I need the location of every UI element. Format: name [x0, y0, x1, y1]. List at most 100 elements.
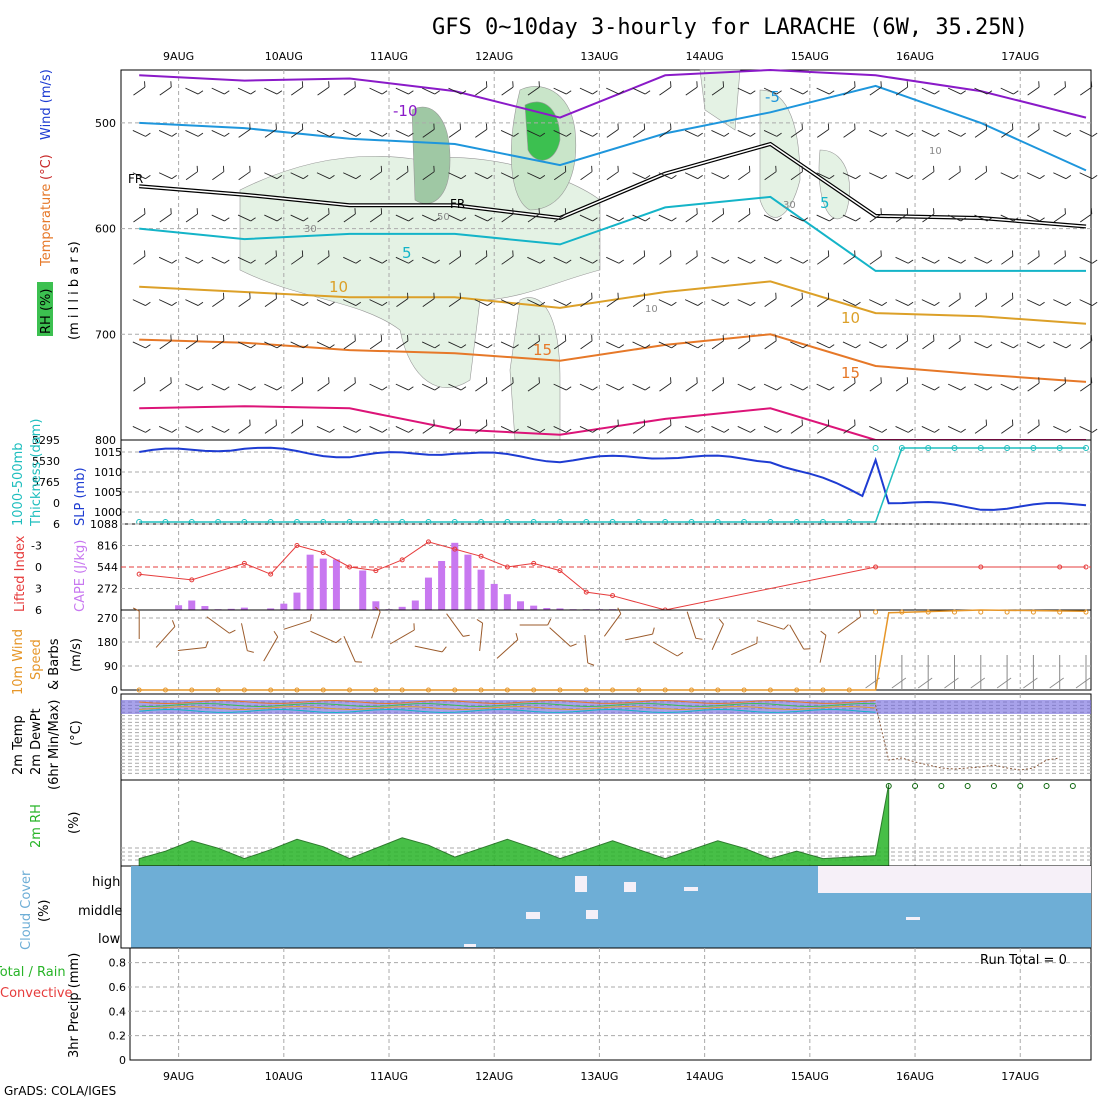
barb-shaft	[369, 171, 382, 181]
barb-flag	[776, 132, 782, 137]
barb-flag	[986, 386, 993, 391]
barb-flag	[301, 250, 304, 257]
barb-flag	[750, 428, 756, 433]
barb-flag	[1013, 175, 1019, 180]
barb-shaft	[790, 298, 803, 307]
barb	[475, 419, 488, 434]
barb-shaft	[684, 341, 699, 349]
barb-shaft	[343, 256, 357, 264]
barb-shaft	[842, 299, 856, 306]
barb-flag	[513, 132, 519, 137]
barb-flag	[934, 259, 940, 264]
barb-shaft	[790, 341, 804, 349]
barb	[922, 335, 935, 350]
barb-shaft	[554, 213, 566, 223]
barb-shaft	[606, 87, 620, 95]
barb	[895, 335, 909, 350]
thickness-line	[139, 447, 1086, 523]
barb-flag	[829, 90, 835, 95]
wind-marker	[715, 687, 721, 693]
barb-flag	[434, 217, 440, 222]
barb	[711, 208, 724, 223]
pressure-tick-500: 500	[95, 117, 116, 130]
barb-flag	[801, 123, 803, 130]
barb-flag	[854, 81, 856, 88]
barb-flag	[907, 428, 914, 433]
barb-flag	[276, 90, 283, 95]
barb-shaft	[711, 130, 725, 137]
barb	[527, 299, 546, 306]
barb-flag	[592, 132, 598, 137]
barb-flag	[986, 259, 993, 264]
barb-flag	[697, 132, 703, 137]
barb-flag	[381, 428, 388, 433]
barb-shaft	[291, 425, 303, 434]
barb-flag	[1090, 335, 1093, 341]
thickness-tick-2: 5765	[32, 476, 60, 489]
barb	[1053, 377, 1066, 392]
barb	[711, 426, 730, 433]
barb-flag	[170, 208, 172, 215]
barb-flag	[275, 419, 277, 426]
barb	[500, 172, 519, 180]
barb-flag	[408, 428, 414, 433]
barb-flag	[776, 386, 782, 391]
barb-shaft	[185, 383, 199, 391]
label-rh30: 30	[304, 224, 317, 235]
dewpoint-line	[875, 704, 1060, 771]
isotherm-15	[139, 333, 1087, 383]
wind-label-1: 10m Wind	[11, 629, 26, 695]
temp2m-label-1: 2m Temp	[11, 715, 26, 775]
barb	[974, 256, 993, 264]
barb-shaft	[185, 426, 199, 433]
barb-shaft	[133, 255, 146, 265]
barb-flag	[408, 217, 414, 222]
barb-shaft	[553, 426, 567, 433]
barb-shaft	[869, 341, 883, 349]
barb	[869, 426, 888, 433]
barb	[527, 130, 546, 137]
rh2m-marker	[990, 783, 997, 789]
wind-barb-flag	[570, 643, 577, 647]
barb-shaft	[237, 87, 251, 95]
barb-shaft	[527, 86, 540, 96]
barb	[606, 123, 619, 138]
barb	[474, 341, 493, 349]
barb	[632, 292, 646, 307]
barb-shaft	[448, 425, 461, 434]
barb	[132, 299, 151, 306]
barb-shaft	[1000, 341, 1014, 349]
barb-flag	[512, 377, 514, 384]
barb-flag	[328, 250, 330, 257]
barb-flag	[722, 335, 724, 341]
precip-tick-0: 0	[119, 1054, 126, 1067]
rh2m-ylabel: 2m RH (%)	[29, 804, 82, 848]
precip-tick-0.6: 0.6	[109, 981, 127, 994]
barb	[448, 172, 467, 180]
isotherm--10	[139, 68, 1087, 119]
barb	[1027, 81, 1040, 96]
barb	[790, 123, 803, 138]
label-neg5: -5	[765, 88, 780, 106]
barb-flag	[1013, 344, 1019, 349]
barb	[1027, 250, 1040, 265]
cape-bar	[490, 583, 498, 610]
precip-ylabel: Total / Rain Convective 3hr Precip (mm)	[0, 953, 82, 1058]
barb-shaft	[237, 383, 251, 391]
li-marker	[583, 589, 589, 595]
wind-barb	[686, 611, 703, 640]
barb-shaft	[185, 213, 198, 223]
barb-shaft	[974, 129, 987, 138]
barb-shaft	[317, 86, 330, 96]
barb-shaft	[947, 214, 962, 222]
barb	[237, 341, 256, 349]
barb-flag	[1090, 208, 1093, 215]
barb-flag	[301, 81, 304, 88]
barb	[448, 214, 467, 222]
barb-flag	[776, 90, 782, 95]
barb-shaft	[684, 426, 699, 433]
wind-marker	[688, 687, 694, 693]
barb-flag	[408, 90, 414, 95]
wind-barb-diag	[891, 677, 907, 689]
thickness-marker	[951, 445, 958, 451]
